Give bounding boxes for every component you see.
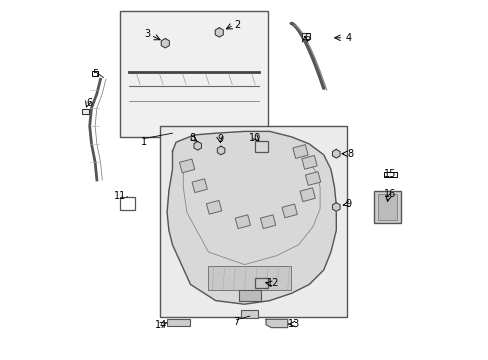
Bar [300, 188, 315, 202]
Text: 15: 15 [384, 169, 396, 179]
Bar [179, 159, 194, 173]
Bar [241, 310, 258, 318]
Text: 9: 9 [217, 134, 223, 144]
Text: 1: 1 [141, 137, 146, 147]
Bar [377, 194, 397, 220]
Polygon shape [332, 149, 339, 158]
Polygon shape [161, 39, 169, 48]
Text: 3: 3 [144, 29, 150, 39]
Text: 6: 6 [304, 33, 309, 43]
Bar [292, 145, 307, 158]
Bar [192, 179, 207, 193]
Polygon shape [167, 131, 336, 304]
Text: 4: 4 [345, 33, 351, 43]
Text: 5: 5 [92, 69, 98, 79]
Text: 8: 8 [189, 132, 195, 143]
Text: 8: 8 [347, 149, 353, 159]
Text: 12: 12 [266, 278, 279, 288]
Text: 14: 14 [155, 320, 167, 330]
Text: 13: 13 [287, 319, 300, 329]
Bar [305, 172, 320, 185]
Bar [206, 201, 221, 214]
Polygon shape [194, 141, 201, 150]
Bar [255, 141, 267, 152]
Bar [235, 215, 250, 229]
Text: 9: 9 [345, 199, 351, 210]
Text: 2: 2 [234, 20, 240, 30]
Bar [81, 109, 89, 114]
Text: 7: 7 [233, 317, 239, 327]
Text: 16: 16 [384, 189, 396, 199]
Bar [383, 172, 396, 177]
Polygon shape [215, 28, 223, 37]
Polygon shape [265, 319, 287, 328]
Bar [92, 71, 98, 76]
Text: 11: 11 [114, 191, 126, 201]
Text: 10: 10 [249, 132, 261, 143]
Polygon shape [217, 146, 224, 155]
Bar [120, 11, 267, 137]
Bar [282, 204, 297, 218]
Bar [239, 290, 260, 301]
Bar [260, 215, 275, 229]
Bar [208, 266, 291, 290]
Bar [120, 197, 134, 210]
Bar [301, 33, 309, 39]
Polygon shape [332, 203, 339, 211]
Bar [160, 126, 346, 317]
Bar [373, 191, 400, 223]
Bar [255, 278, 267, 288]
Bar [301, 156, 317, 169]
Bar [167, 319, 190, 326]
Text: 6: 6 [86, 98, 92, 108]
